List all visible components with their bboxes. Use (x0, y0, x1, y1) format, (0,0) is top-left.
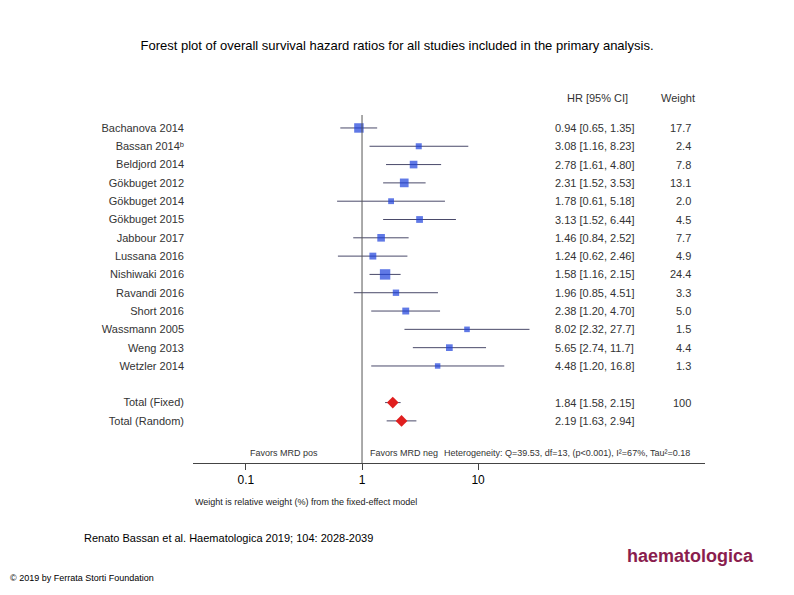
svg-text:1.24 [0.62, 2.46]: 1.24 [0.62, 2.46] (555, 250, 635, 262)
svg-text:5.0: 5.0 (676, 305, 691, 317)
svg-text:1: 1 (359, 473, 366, 487)
svg-text:1.58 [1.16, 2.15]: 1.58 [1.16, 2.15] (555, 268, 635, 280)
svg-text:1.46 [0.84, 2.52]: 1.46 [0.84, 2.52] (555, 232, 635, 244)
svg-text:7.7: 7.7 (676, 232, 691, 244)
svg-text:Bassan 2014ᵇ: Bassan 2014ᵇ (116, 140, 184, 152)
svg-text:10: 10 (471, 473, 485, 487)
svg-text:5.65 [2.74, 11.7]: 5.65 [2.74, 11.7] (555, 342, 634, 354)
svg-text:4.9: 4.9 (676, 250, 691, 262)
svg-text:Renato Bassan et al. Haematolo: Renato Bassan et al. Haematologica 2019;… (84, 532, 373, 544)
svg-text:Weight is relative weight (%): Weight is relative weight (%) from the f… (195, 497, 417, 507)
svg-text:2.4: 2.4 (676, 140, 691, 152)
svg-text:8.02 [2.32, 27.7]: 8.02 [2.32, 27.7] (555, 323, 635, 335)
svg-text:HR [95% CI]: HR [95% CI] (567, 92, 628, 104)
svg-text:haematologica: haematologica (627, 546, 754, 566)
svg-text:Total (Random): Total (Random) (109, 415, 184, 427)
svg-text:Favors MRD pos: Favors MRD pos (250, 448, 318, 458)
svg-text:3.13 [1.52, 6.44]: 3.13 [1.52, 6.44] (555, 214, 635, 226)
svg-text:Wassmann 2005: Wassmann 2005 (102, 323, 184, 335)
svg-text:Bachanova 2014: Bachanova 2014 (101, 122, 184, 134)
svg-text:1.5: 1.5 (676, 323, 691, 335)
svg-text:2.38 [1.20, 4.70]: 2.38 [1.20, 4.70] (555, 305, 635, 317)
svg-text:13.1: 13.1 (670, 177, 691, 189)
svg-text:© 2019 by Ferrata Storti Found: © 2019 by Ferrata Storti Foundation (10, 573, 154, 583)
svg-text:4.4: 4.4 (676, 342, 691, 354)
svg-text:Weight: Weight (661, 92, 695, 104)
svg-text:Gökbuget 2014: Gökbuget 2014 (109, 195, 184, 207)
svg-text:Short 2016: Short 2016 (130, 305, 184, 317)
svg-text:Wetzler 2014: Wetzler 2014 (119, 360, 184, 372)
svg-text:1.3: 1.3 (676, 360, 691, 372)
svg-text:1.78 [0.61, 5.18]: 1.78 [0.61, 5.18] (555, 195, 635, 207)
svg-text:2.19 [1.63, 2.94]: 2.19 [1.63, 2.94] (555, 415, 635, 427)
svg-text:7.8: 7.8 (676, 159, 691, 171)
svg-text:Gökbuget 2015: Gökbuget 2015 (109, 213, 184, 225)
svg-text:3.08 [1.16, 8.23]: 3.08 [1.16, 8.23] (555, 140, 635, 152)
svg-text:3.3: 3.3 (676, 287, 691, 299)
svg-text:4.5: 4.5 (676, 214, 691, 226)
svg-text:Total (Fixed): Total (Fixed) (123, 396, 184, 408)
svg-text:100: 100 (673, 397, 691, 409)
svg-text:Lussana 2016: Lussana 2016 (115, 250, 184, 262)
svg-text:2.31 [1.52, 3.53]: 2.31 [1.52, 3.53] (555, 177, 635, 189)
svg-text:Weng 2013: Weng 2013 (128, 342, 184, 354)
svg-text:1.84 [1.58, 2.15]: 1.84 [1.58, 2.15] (555, 397, 635, 409)
svg-text:2.0: 2.0 (676, 195, 691, 207)
svg-text:17.7: 17.7 (670, 122, 691, 134)
svg-text:Favors MRD neg: Favors MRD neg (370, 448, 438, 458)
svg-text:1.96 [0.85, 4.51]: 1.96 [0.85, 4.51] (555, 287, 635, 299)
svg-text:0.94 [0.65, 1.35]: 0.94 [0.65, 1.35] (555, 122, 635, 134)
svg-text:4.48 [1.20, 16.8]: 4.48 [1.20, 16.8] (555, 360, 635, 372)
svg-text:2.78 [1.61, 4.80]: 2.78 [1.61, 4.80] (555, 159, 635, 171)
svg-text:Gökbuget 2012: Gökbuget 2012 (109, 177, 184, 189)
svg-text:Ravandi 2016: Ravandi 2016 (116, 287, 184, 299)
svg-text:24.4: 24.4 (670, 268, 691, 280)
svg-text:Beldjord 2014: Beldjord 2014 (116, 158, 184, 170)
svg-text:Heterogeneity: Q=39.53, df=13,: Heterogeneity: Q=39.53, df=13, (p<0.001)… (444, 448, 690, 458)
svg-text:Forest plot of overall surviva: Forest plot of overall survival hazard r… (140, 38, 653, 53)
svg-text:Nishiwaki 2016: Nishiwaki 2016 (110, 268, 184, 280)
svg-text:0.1: 0.1 (238, 473, 255, 487)
svg-text:Jabbour 2017: Jabbour 2017 (117, 232, 184, 244)
